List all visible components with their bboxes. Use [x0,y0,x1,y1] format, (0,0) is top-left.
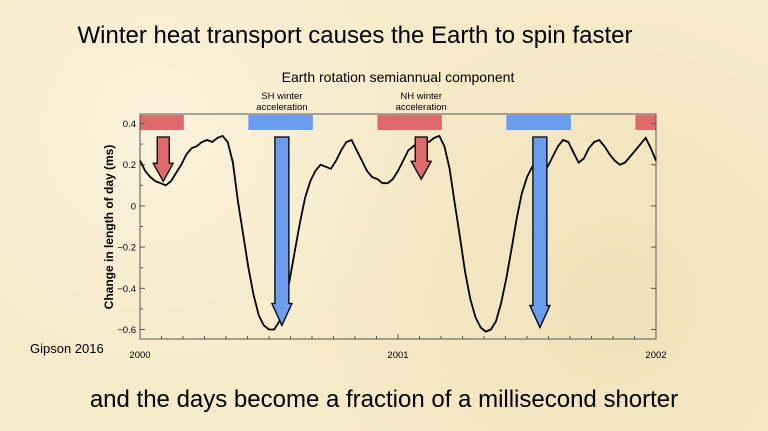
x-tick-label: 2002 [645,350,666,361]
y-tick-label: −0.4 [117,284,136,295]
slide-title: Winter heat transport causes the Earth t… [77,22,633,49]
nh-acceleration-arrow [410,136,433,181]
y-tick-label: −0.6 [117,325,136,336]
winter-band-0 [140,115,184,130]
sh-acceleration-arrow [270,136,293,328]
y-tick-label: −0.2 [117,243,136,254]
plot-frame [139,113,657,340]
y-tick-label: 0 [131,201,136,212]
nh-acceleration-arrow [152,136,175,183]
annotation-label: acceleration [396,102,447,113]
y-axis-label: Change in length of day (ms) [102,145,116,310]
y-tick-label: 0.2 [123,160,136,171]
winter-band-2 [377,115,442,130]
winter-band-1 [248,115,313,130]
annotation-label: SH winter [261,91,302,102]
annotation-label: acceleration [256,102,307,113]
sh-acceleration-arrow [528,136,551,330]
x-tick-label: 2001 [387,350,408,361]
slide-footer: and the days become a fraction of a mill… [89,386,679,413]
annotation-label: NH winter [400,91,442,102]
x-tick-label: 2000 [129,350,150,361]
source-credit: Gipson 2016 [30,341,104,356]
y-tick-label: 0.4 [123,119,136,130]
winter-band-4 [635,115,656,130]
chart-title: Earth rotation semiannual component [282,69,515,85]
winter-band-3 [506,115,571,130]
series-line [139,134,657,333]
